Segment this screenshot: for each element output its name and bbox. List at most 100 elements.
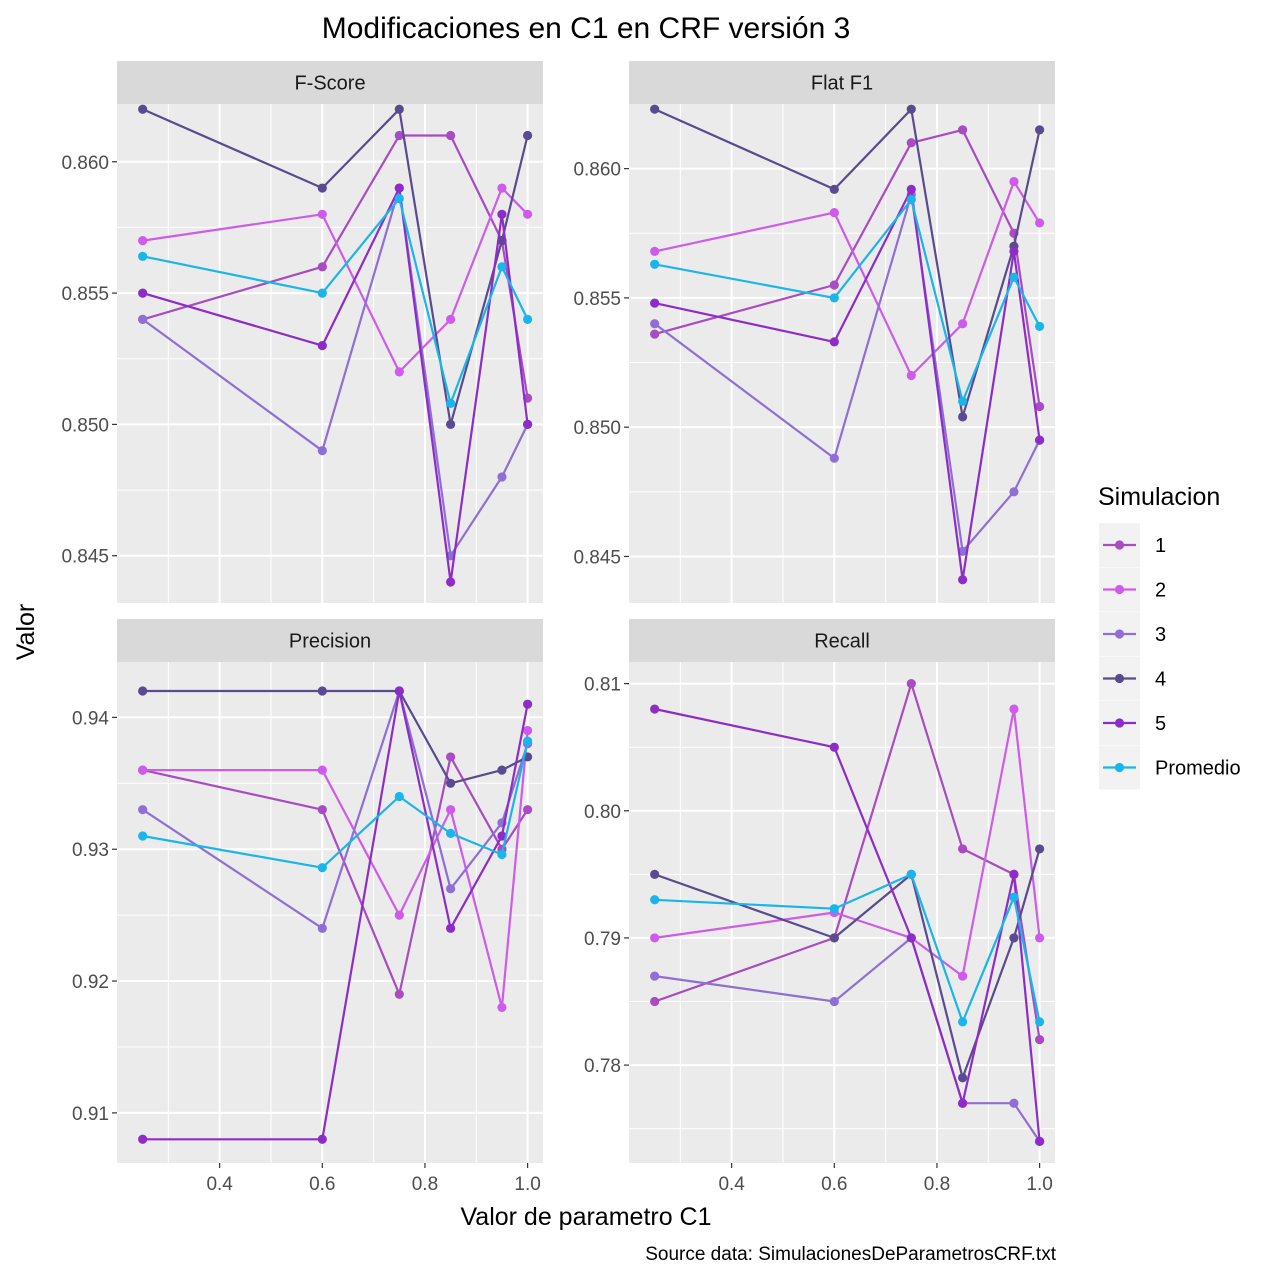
series-line-1 (142, 755, 529, 996)
series-line-3 (654, 193, 1041, 553)
data-point-5 (394, 183, 404, 193)
series-line-2 (654, 180, 1041, 377)
data-point-5 (138, 1134, 148, 1144)
series-line-5 (142, 186, 529, 584)
data-point-promedio (446, 828, 456, 838)
data-point-4 (1035, 844, 1045, 854)
data-point-promedio (1035, 1017, 1045, 1027)
data-point-3 (138, 805, 148, 815)
series-promedio (650, 195, 1045, 406)
data-point-promedio (446, 398, 456, 408)
panel-f-score: F-Score 0.845 0.850 0.855 0.860 (61, 61, 543, 603)
data-point-3 (317, 923, 327, 933)
data-point-2 (650, 246, 660, 256)
data-point-1 (446, 752, 456, 762)
data-point-4 (317, 183, 327, 193)
data-point-3 (829, 453, 839, 463)
data-point-5 (1035, 435, 1045, 445)
series-line-5 (654, 188, 1041, 581)
series-line-1 (654, 682, 1041, 1040)
x-tick-label: 0.6 (309, 1174, 335, 1195)
data-point-4 (317, 686, 327, 696)
y-tick-label: 0.79 (584, 929, 621, 950)
data-point-4 (138, 104, 148, 114)
data-point-1 (829, 280, 839, 290)
data-point-4 (1035, 125, 1045, 135)
facet-panels: F-Score 0.845 0.850 0.855 0.860 Flat F1 0.845 0… (61, 61, 1055, 1195)
data-point-1 (906, 138, 916, 148)
legend-point (1114, 629, 1125, 639)
series-5 (138, 686, 533, 1144)
data-point-2 (446, 805, 456, 815)
series-2 (138, 183, 533, 377)
data-point-2 (317, 765, 327, 775)
legend-item-5: 5 (1099, 701, 1166, 745)
legend-point (1114, 762, 1125, 773)
y-tick-label: 0.845 (61, 547, 109, 568)
data-point-5 (497, 209, 507, 219)
legend-label: 2 (1155, 580, 1166, 602)
data-point-promedio (958, 396, 968, 406)
data-point-2 (1009, 704, 1019, 714)
data-point-2 (1009, 176, 1019, 187)
series-line-promedio (142, 197, 529, 405)
data-point-promedio (138, 831, 148, 841)
data-point-5 (906, 933, 916, 943)
series-line-promedio (142, 740, 529, 869)
legend-point (1114, 718, 1125, 728)
series-4 (650, 104, 1045, 422)
data-point-1 (650, 329, 660, 339)
data-point-4 (906, 104, 916, 114)
series-line-4 (142, 689, 529, 785)
data-point-promedio (829, 904, 839, 914)
data-point-3 (138, 314, 148, 324)
data-point-2 (497, 1002, 507, 1013)
data-point-promedio (394, 791, 404, 802)
data-point-4 (650, 869, 660, 879)
data-point-5 (650, 298, 660, 308)
strip-flat-f1 (629, 61, 1055, 104)
y-tick-label: 0.855 (61, 284, 109, 305)
series-line-4 (654, 108, 1041, 418)
data-point-promedio (523, 736, 533, 746)
series-promedio (138, 193, 533, 408)
data-point-promedio (1009, 892, 1019, 902)
data-point-1 (1035, 1035, 1045, 1045)
data-point-5 (906, 184, 916, 194)
data-point-1 (317, 262, 327, 272)
y-tick-label: 0.80 (584, 802, 621, 823)
data-point-2 (138, 235, 148, 246)
data-point-1 (394, 130, 404, 141)
data-point-promedio (497, 262, 507, 272)
data-point-5 (958, 1098, 968, 1108)
x-tick-label: 0.8 (412, 1174, 438, 1195)
y-tick-label: 0.93 (72, 840, 109, 861)
panel-precision: Precision 0.91 0.92 0.93 0.94 0.4 0.6 0.8 1.0 (72, 619, 543, 1195)
data-point-4 (1009, 933, 1019, 943)
y-tick-label: 0.860 (573, 160, 621, 181)
data-point-3 (317, 446, 327, 456)
legend-item-1: 1 (1099, 523, 1166, 567)
strip-f-score (117, 61, 543, 104)
data-point-5 (138, 288, 148, 298)
series-line-2 (142, 186, 529, 373)
series-line-promedio (654, 873, 1041, 1024)
data-point-promedio (138, 251, 148, 261)
data-point-promedio (906, 869, 916, 879)
data-point-2 (958, 971, 968, 981)
data-point-promedio (523, 314, 533, 324)
data-point-2 (523, 725, 533, 736)
x-tick-label: 0.4 (206, 1174, 233, 1195)
data-point-4 (446, 778, 456, 788)
data-point-5 (497, 831, 507, 841)
data-point-5 (523, 419, 533, 430)
legend-point (1114, 673, 1125, 684)
x-tick-label: 1.0 (514, 1174, 540, 1195)
legend-label: 5 (1155, 713, 1166, 735)
data-point-1 (394, 989, 404, 999)
data-point-2 (1035, 218, 1045, 228)
legend-title: Simulacion (1098, 483, 1220, 511)
data-point-4 (829, 933, 839, 943)
legend-label: Promedio (1155, 758, 1241, 780)
data-point-1 (958, 844, 968, 854)
